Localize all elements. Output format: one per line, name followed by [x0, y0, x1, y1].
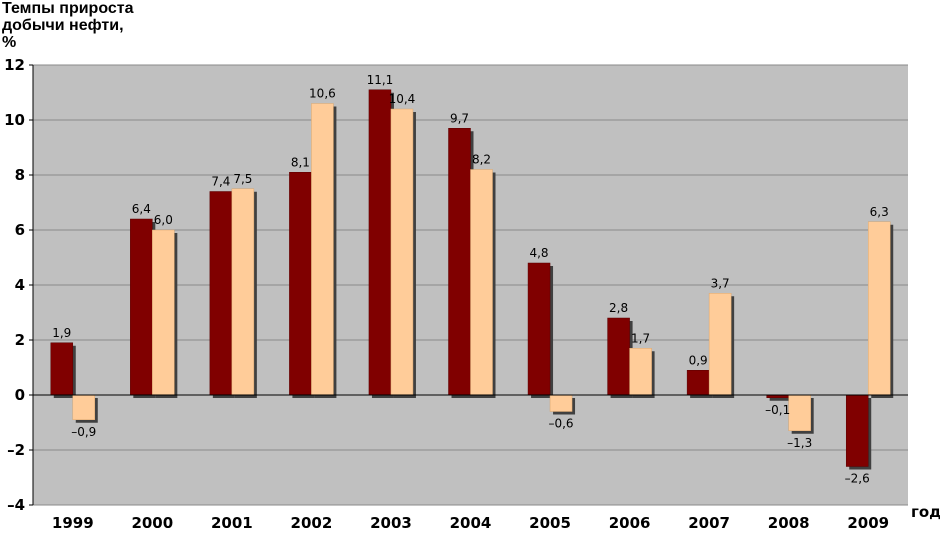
x-category-label: 1999: [52, 514, 94, 532]
y-tick-label: 2: [15, 331, 25, 349]
x-category-label: 2009: [847, 514, 889, 532]
data-label: 3,7: [711, 276, 730, 290]
chart-title-line-1: Темпы прироста: [2, 0, 134, 17]
bar-s2-2008: [788, 394, 811, 431]
bar-s1-2009: [845, 394, 869, 467]
x-category-label: 2001: [211, 514, 253, 532]
bar-s2-2009: [867, 221, 891, 396]
bar-s1-2005: [527, 262, 551, 396]
bar-s1-2004: [448, 128, 471, 396]
bar-s2-2007: [708, 293, 732, 396]
data-label: 6,0: [154, 213, 173, 227]
chart-title-line-2: добычи нефти,: [2, 17, 124, 34]
data-label: –2,6: [845, 472, 870, 486]
x-category-label: 2000: [131, 514, 173, 532]
data-label: 6,4: [132, 202, 151, 216]
y-tick-label: 0: [15, 386, 25, 404]
x-category-label: 2002: [291, 514, 333, 532]
x-category-labels: 1999 2000 2001 2002 2003 2004 2005 2006 2007 2008…: [52, 514, 889, 532]
x-category-label: 2003: [370, 514, 412, 532]
data-label: 11,1: [367, 73, 394, 87]
data-label: –0,6: [548, 417, 573, 431]
data-label: –0,9: [71, 425, 96, 439]
data-label: 10,4: [389, 92, 416, 106]
y-tick-label: –4: [7, 496, 25, 514]
bar-s2-2004: [470, 169, 493, 396]
bar-s2-2002: [311, 103, 334, 396]
y-tick-label: –2: [7, 441, 25, 459]
bar-s2-2003: [390, 108, 414, 396]
y-tick-label: 8: [15, 166, 25, 184]
data-label: 8,1: [291, 155, 310, 169]
x-category-label: 2005: [529, 514, 571, 532]
data-label: –1,3: [787, 436, 812, 450]
data-labels: 1,9 6,4 7,4 8,1 11,1 9,7 4,8 2,8 0,9 –0,1 –2,6 –0,9…: [52, 73, 889, 486]
y-tick-label: 10: [4, 111, 25, 129]
x-category-label: 2004: [450, 514, 492, 532]
chart-title-line-3: %: [2, 34, 17, 51]
bar-s1-2001: [209, 191, 233, 396]
bar-s2-2006: [629, 348, 652, 396]
bar-s2-2005: [549, 394, 573, 412]
data-label: 1,7: [631, 331, 650, 345]
data-label: 0,9: [689, 353, 708, 367]
data-label: 1,9: [52, 326, 71, 340]
y-tick-label: 4: [15, 276, 25, 294]
x-category-label: 2008: [768, 514, 810, 532]
x-category-label: 2007: [688, 514, 730, 532]
bars: [50, 89, 894, 470]
bar-s1-1999: [50, 342, 74, 396]
data-label: 7,4: [211, 175, 230, 189]
chart-title: Темпы прироста добычи нефти, %: [2, 0, 182, 51]
data-label: 6,3: [870, 205, 889, 219]
y-tick-labels: 12 10 8 6 4 2 0 –2 –4: [4, 56, 25, 514]
bar-s1-2002: [289, 172, 312, 396]
x-category-label: 2006: [609, 514, 651, 532]
x-axis-label: год: [911, 503, 940, 521]
y-tick-label: 6: [15, 221, 25, 239]
bar-shadow: [769, 398, 792, 401]
bar-s1-2006: [607, 317, 630, 396]
data-label: 8,2: [472, 153, 491, 167]
axes: [29, 64, 908, 506]
y-tick-label: 12: [4, 56, 25, 74]
data-label: 7,5: [233, 172, 252, 186]
bar-s1-2003: [368, 89, 392, 396]
data-label: –0,1: [765, 403, 790, 417]
bar-s1-2000: [130, 218, 153, 396]
bar-s2-2001: [231, 188, 255, 396]
data-label: 9,7: [450, 111, 469, 125]
bar-s2-2000: [152, 229, 175, 396]
bar-s2-1999: [72, 394, 96, 420]
bar-s1-2007: [686, 370, 710, 396]
data-label: 2,8: [609, 301, 628, 315]
data-label: 4,8: [529, 246, 548, 260]
data-label: 10,6: [309, 87, 336, 101]
